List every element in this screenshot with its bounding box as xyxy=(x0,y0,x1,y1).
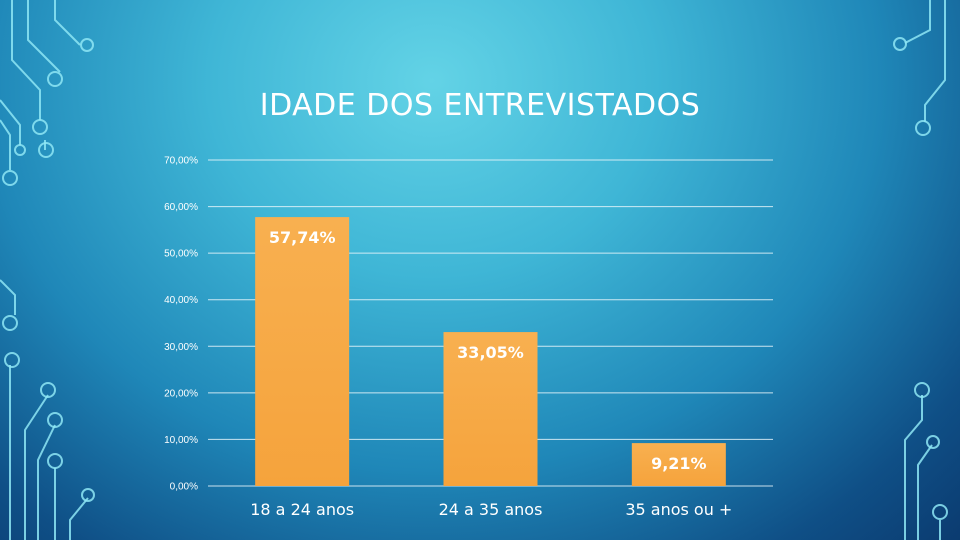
y-tick-label: 50,00% xyxy=(164,249,198,260)
bar xyxy=(255,217,350,487)
y-tick-label: 60,00% xyxy=(164,202,198,213)
y-tick-label: 70,00% xyxy=(164,156,198,167)
x-axis-categories: 18 a 24 anos 24 a 35 anos 35 anos ou + xyxy=(250,500,732,519)
bar xyxy=(631,443,726,486)
x-category-label: 18 a 24 anos xyxy=(250,500,354,519)
y-tick-label: 40,00% xyxy=(164,295,198,306)
y-axis-ticks: 0,00% 10,00% 20,00% 30,00% 40,00% 50,00% 60,00… xyxy=(164,156,198,493)
y-tick-label: 30,00% xyxy=(164,342,198,353)
data-labels: 57,74% 33,05% 9,21% xyxy=(269,228,707,473)
data-label: 9,21% xyxy=(651,454,707,473)
x-category-label: 35 anos ou + xyxy=(625,500,732,519)
y-tick-label: 0,00% xyxy=(170,482,198,493)
chart-title: IDADE DOS ENTREVISTADOS xyxy=(259,88,701,123)
x-category-label: 24 a 35 anos xyxy=(439,500,543,519)
bars xyxy=(255,217,726,487)
bar xyxy=(443,332,538,486)
data-label: 33,05% xyxy=(457,343,524,362)
y-tick-label: 10,00% xyxy=(164,435,198,446)
data-label: 57,74% xyxy=(269,228,336,247)
y-tick-label: 20,00% xyxy=(164,388,198,399)
